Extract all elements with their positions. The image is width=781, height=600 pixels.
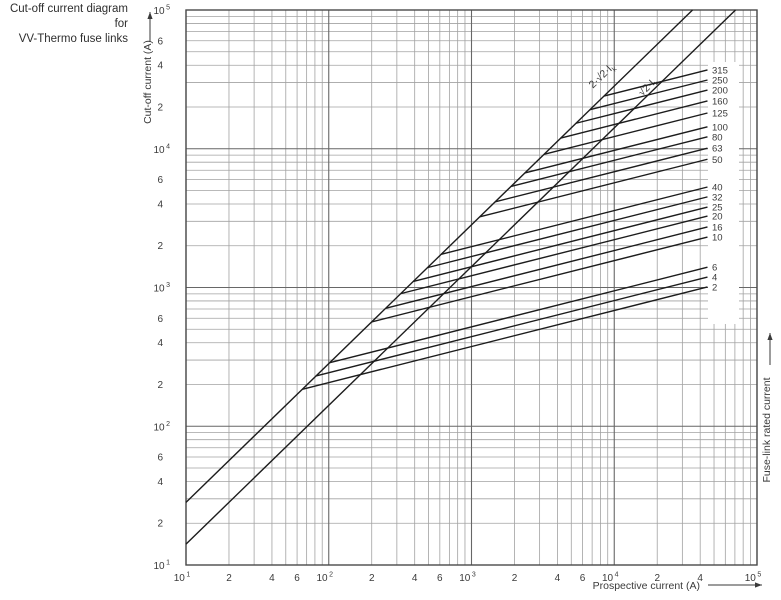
rating-label-40: 40	[712, 183, 723, 194]
rating-label-200: 200	[712, 86, 728, 97]
y-tick-minor: 4	[157, 477, 163, 488]
fuse-curve-63	[495, 147, 708, 203]
rating-label-4: 4	[712, 273, 717, 284]
x-tick-minor: 2	[512, 573, 518, 584]
tick-labels: 10 110 110 210 210 310 310 410 410 510 52 4 6 2 4 6 2 4 6 2…	[153, 5, 761, 585]
x-tick-minor: 4	[269, 573, 275, 584]
y-tick-minor: 6	[157, 36, 163, 47]
x-axis-label: Prospective current (A)	[593, 580, 700, 592]
y-tick-minor: 2	[157, 519, 163, 530]
y-tick-decade: 10 5	[153, 5, 170, 18]
x-tick-minor: 2	[654, 573, 660, 584]
y-tick-minor: 6	[157, 314, 163, 325]
fuse-curve-315	[603, 69, 708, 97]
rating-label-315: 315	[712, 65, 728, 76]
x-tick-minor: 2	[226, 573, 232, 584]
fuse-curve-200	[575, 89, 708, 124]
right-axis-label: Fuse-link rated current	[761, 377, 773, 482]
fuse-curve-2	[302, 286, 708, 390]
x-tick-minor: 6	[580, 573, 586, 584]
rating-label-6: 6	[712, 263, 717, 274]
fuse-curve-50	[479, 158, 708, 218]
reference-line-2	[185, 9, 737, 545]
x-tick-decade: 10 4	[602, 572, 619, 585]
fuse-curve-100	[524, 126, 708, 174]
fuse-curve-125	[543, 112, 708, 155]
x-tick-minor: 4	[555, 573, 561, 584]
plot-border	[185, 9, 758, 566]
chart-title-line1: Cut-off current diagram for	[9, 3, 128, 31]
y-tick-minor: 4	[157, 61, 163, 72]
y-axis-label: Cut-off current (A)	[142, 40, 154, 124]
rating-label-125: 125	[712, 108, 728, 119]
y-tick-minor: 4	[157, 338, 163, 349]
fuse-curve-20	[400, 215, 708, 295]
right-axis-arrow-icon-head	[767, 333, 773, 340]
fuse-curve-25	[413, 206, 708, 283]
x-tick-minor: 4	[697, 573, 703, 584]
y-tick-decade: 10 3	[153, 282, 170, 295]
x-tick-minor: 6	[294, 573, 300, 584]
fuse-curve-32	[427, 196, 708, 269]
y-tick-minor: 2	[157, 380, 163, 391]
reference-line-1	[185, 9, 694, 503]
rating-label-2: 2	[712, 282, 717, 293]
x-tick-decade: 10 1	[174, 572, 191, 585]
x-tick-minor: 4	[412, 573, 418, 584]
rating-label-50: 50	[712, 155, 723, 166]
reference-lines: 2·√2·Ik√2·Ik	[185, 9, 737, 545]
rating-label-250: 250	[712, 75, 728, 86]
y-tick-minor: 6	[157, 175, 163, 186]
rating-label-25: 25	[712, 203, 723, 214]
axis-titles: Cut-off current (A) Prospective current (…	[142, 12, 773, 592]
rating-label-32: 32	[712, 192, 723, 203]
y-tick-decade: 10 1	[153, 560, 170, 573]
fuse-curves	[302, 69, 708, 390]
x-tick-decade: 10 2	[316, 572, 333, 585]
fuse-curve-10	[371, 236, 708, 323]
rating-label-160: 160	[712, 96, 728, 107]
fuse-curve-6	[329, 266, 708, 364]
y-tick-minor: 2	[157, 102, 163, 113]
chart-title: Cut-off current diagram for VV-Thermo fu…	[0, 2, 128, 48]
chart-title-line2: VV-Thermo fuse links	[18, 33, 128, 46]
fuse-curve-160	[560, 100, 708, 139]
rating-label-63: 63	[712, 144, 723, 155]
rating-label-100: 100	[712, 122, 728, 133]
y-tick-decade: 10 2	[153, 421, 170, 434]
y-tick-minor: 2	[157, 241, 163, 252]
y-tick-minor: 4	[157, 199, 163, 210]
x-tick-minor: 6	[437, 573, 443, 584]
y-tick-minor: 6	[157, 453, 163, 464]
fuse-curve-40	[441, 186, 708, 255]
y-tick-decade: 10 4	[153, 143, 170, 156]
x-tick-minor: 2	[369, 573, 375, 584]
x-tick-decade: 10 5	[745, 572, 762, 585]
fuse-curve-4	[315, 276, 708, 377]
x-axis-arrow-icon-head	[755, 582, 762, 588]
fuse-curve-250	[589, 79, 708, 111]
x-tick-decade: 10 3	[459, 572, 476, 585]
rating-label-16: 16	[712, 222, 723, 233]
rating-label-80: 80	[712, 132, 723, 143]
fuse-curve-16	[385, 226, 708, 310]
rating-label-20: 20	[712, 212, 723, 223]
fuse-curve-80	[510, 136, 708, 188]
rating-label-10: 10	[712, 233, 723, 244]
rating-label-band	[708, 62, 739, 324]
y-axis-arrow-icon-head	[147, 12, 153, 19]
